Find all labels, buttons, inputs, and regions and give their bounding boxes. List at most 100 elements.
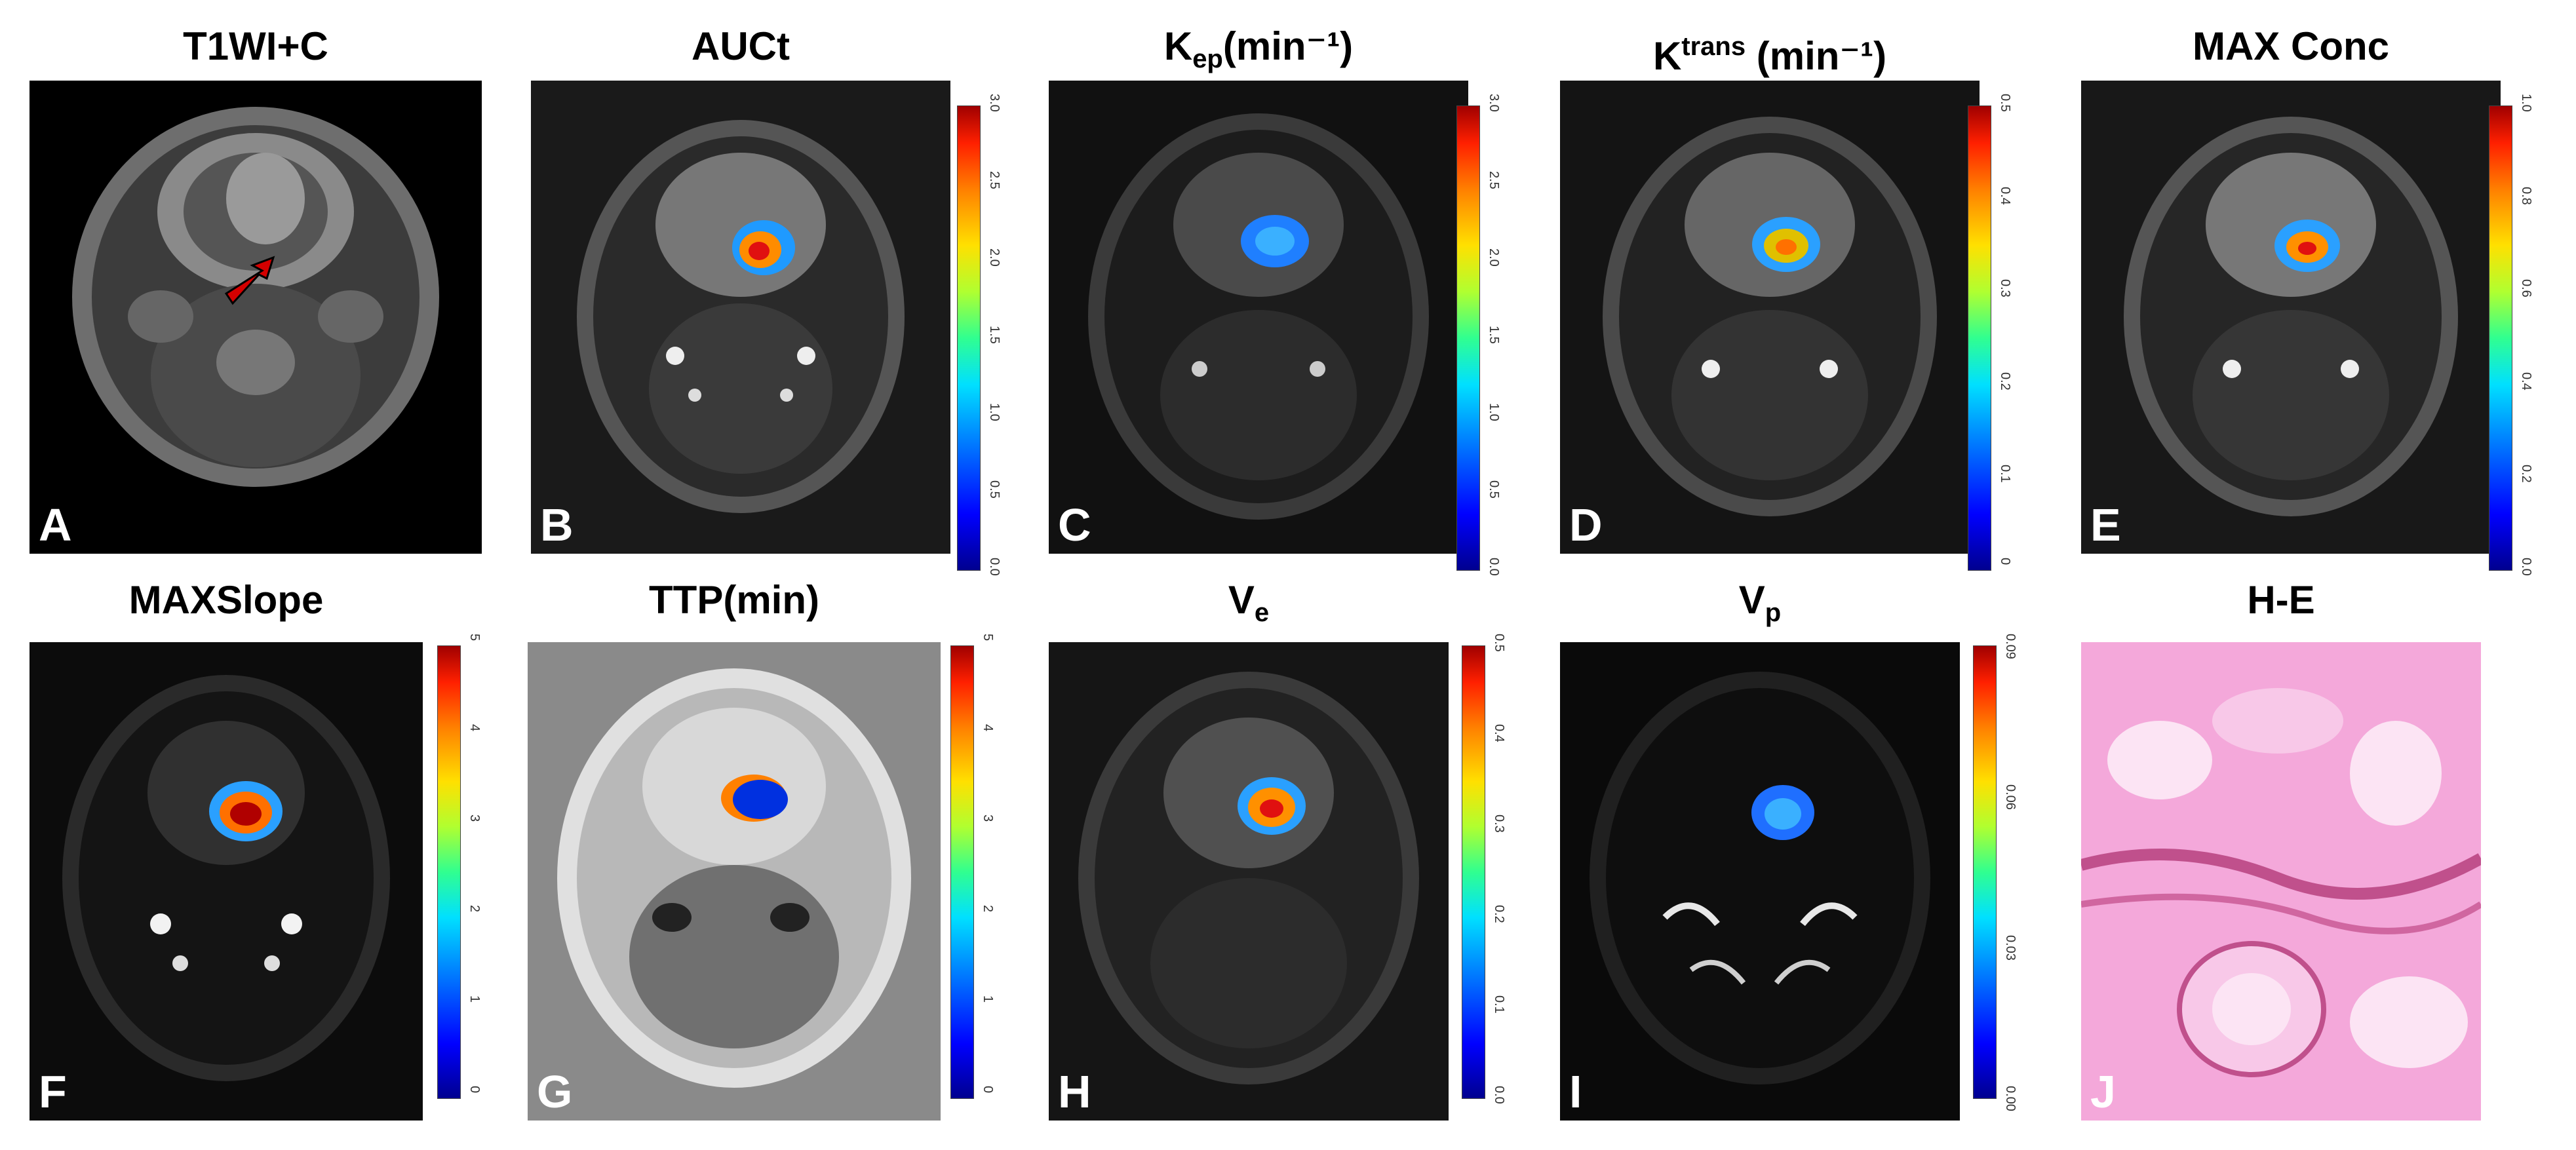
panel-i: Vp I 0.00 0.03 0.06 0.09	[1560, 577, 2039, 1121]
colorbar-ticks: 0 1 2 3 4 5	[981, 634, 1007, 1098]
panel-letter: J	[2090, 1066, 2116, 1117]
colorbar-tick-label: 2	[467, 905, 482, 913]
panel-title: TTP(min)	[649, 578, 819, 622]
mri-image: B	[531, 81, 950, 554]
colorbar-tick-label: 0.00	[2003, 1086, 2018, 1111]
panel-letter: E	[2090, 499, 2121, 550]
colorbar-tick-label: 1.5	[987, 326, 1002, 344]
colorbar-tick-label: 2.5	[987, 171, 1002, 189]
red-arrow-icon	[224, 256, 275, 305]
colorbar-tick-label: 0.2	[2519, 465, 2533, 484]
panel-title: Kep(min⁻¹)	[1163, 24, 1354, 73]
colorbar-tick-label: 0.8	[2519, 186, 2533, 205]
colorbar-tick-label: 1.0	[2519, 94, 2533, 112]
panel-title: Ve	[1228, 578, 1270, 627]
panel-letter: G	[537, 1066, 573, 1117]
colorbar-tick-label: 0.06	[2003, 784, 2018, 810]
colorbar-tick-label: 4	[467, 724, 482, 732]
mri-image: H	[1049, 642, 1449, 1121]
mri-image: E	[2081, 81, 2501, 554]
mri-head-slice	[577, 120, 905, 513]
colorbar	[2489, 105, 2512, 571]
mri-image: C	[1049, 81, 1468, 554]
colorbar-tick-label: 1	[981, 995, 995, 1003]
colorbar-tick-label: 3	[981, 815, 995, 822]
colorbar	[437, 645, 461, 1099]
colorbar-tick-label: 2	[981, 905, 995, 913]
colorbar-tick-label: 0.4	[2519, 372, 2533, 391]
colorbar	[950, 645, 974, 1099]
colorbar-tick-label: 0.03	[2003, 935, 2018, 961]
colorbar-tick-label: 0.4	[1492, 724, 1506, 742]
colorbar-ticks: 0 0.1 0.2 0.3 0.4 0.5	[1998, 94, 2024, 569]
colorbar-ticks: 0.0 0.5 1.0 1.5 2.0 2.5 3.0	[1487, 94, 1513, 576]
panel-title: AUCt	[692, 24, 790, 68]
mri-head-slice	[1603, 117, 1937, 516]
mri-head-slice	[1590, 672, 1930, 1084]
colorbar-tick-label: 0.3	[1998, 279, 2012, 297]
panel-f: MAXSlope F 0 1 2 3 4 5	[29, 577, 508, 1121]
panel-a: T1WI+C A	[29, 23, 482, 554]
mri-image: G	[528, 642, 941, 1121]
colorbar-tick-label: 0	[1998, 558, 2012, 565]
colorbar-tick-label: 0.1	[1998, 465, 2012, 484]
colorbar-ticks: 0.0 0.1 0.2 0.3 0.4 0.5	[1492, 634, 1518, 1104]
panel-title: Ktrans (min⁻¹)	[1652, 32, 1887, 78]
mri-head-slice	[557, 668, 911, 1088]
colorbar-tick-label: 0.5	[1998, 94, 2012, 112]
colorbar	[1462, 645, 1485, 1099]
colorbar-tick-label: 0.5	[1487, 480, 1501, 499]
panel-letter: I	[1569, 1066, 1582, 1117]
colorbar-tick-label: 5	[467, 634, 482, 642]
colorbar-ticks: 0.0 0.2 0.4 0.6 0.8 1.0	[2519, 94, 2545, 576]
colorbar-tick-label: 0.0	[1487, 558, 1501, 576]
panel-d: Ktrans (min⁻¹) D 0 0.1 0.2 0.3 0.4 0.5	[1560, 23, 2039, 571]
panel-h: Ve H 0.0 0.1 0.2 0.3 0.4 0.5	[1049, 577, 1527, 1121]
colorbar-tick-label: 2.0	[1487, 248, 1501, 267]
colorbar-tick-label: 0.0	[2519, 558, 2533, 576]
panel-letter: D	[1569, 499, 1603, 550]
panel-g: TTP(min) G 0 1 2 3 4 5	[528, 577, 1006, 1121]
colorbar-ticks: 0 1 2 3 4 5	[467, 634, 494, 1098]
he-stain-texture	[2081, 642, 2481, 1121]
colorbar-tick-label: 0.0	[1492, 1086, 1506, 1104]
mri-image: D	[1560, 81, 1980, 554]
mri-head-slice	[1078, 672, 1419, 1084]
colorbar-tick-label: 1.0	[1487, 403, 1501, 421]
mri-image: A	[29, 81, 482, 554]
colorbar-tick-label: 2.0	[987, 248, 1002, 267]
mri-head-slice	[62, 675, 390, 1081]
panel-e: MAX Conc E 0.0 0.2 0.4 0.6 0.8 1.0	[2081, 23, 2560, 576]
panel-title: H-E	[2247, 578, 2315, 622]
colorbar-tick-label: 2.5	[1487, 171, 1501, 189]
colorbar-ticks: 0.00 0.03 0.06 0.09	[2003, 634, 2029, 1111]
panel-letter: H	[1058, 1066, 1091, 1117]
colorbar-tick-label: 0	[981, 1086, 995, 1094]
panel-c: Kep(min⁻¹) C 0.0 0.5 1.0 1.5 2.0 2.5 3.0	[1049, 23, 1527, 576]
colorbar	[1968, 105, 1991, 571]
colorbar-tick-label: 1.5	[1487, 326, 1501, 344]
colorbar-tick-label: 0.5	[987, 480, 1002, 499]
mri-head-slice	[2124, 117, 2458, 516]
colorbar-tick-label: 3.0	[987, 94, 1002, 112]
colorbar-tick-label: 4	[981, 724, 995, 732]
colorbar-tick-label: 3	[467, 815, 482, 822]
panel-letter: F	[39, 1066, 67, 1117]
mri-head-slice	[72, 107, 439, 487]
panel-title: MAX Conc	[2193, 24, 2389, 68]
colorbar-tick-label: 0.2	[1998, 372, 2012, 391]
colorbar-tick-label: 0.0	[987, 558, 1002, 576]
panel-title: T1WI+C	[183, 24, 328, 68]
colorbar-tick-label: 1.0	[987, 403, 1002, 421]
colorbar-tick-label: 1	[467, 995, 482, 1003]
colorbar	[1456, 105, 1480, 571]
colorbar-tick-label: 0.2	[1492, 905, 1506, 923]
colorbar-tick-label: 0.1	[1492, 995, 1506, 1014]
colorbar-tick-label: 0	[467, 1086, 482, 1094]
panel-letter: C	[1058, 499, 1091, 550]
colorbar	[1973, 645, 1997, 1099]
colorbar	[957, 105, 981, 571]
panel-letter: B	[540, 499, 574, 550]
panel-title: Vp	[1738, 578, 1782, 627]
panel-j: H-E J	[2081, 577, 2560, 1121]
